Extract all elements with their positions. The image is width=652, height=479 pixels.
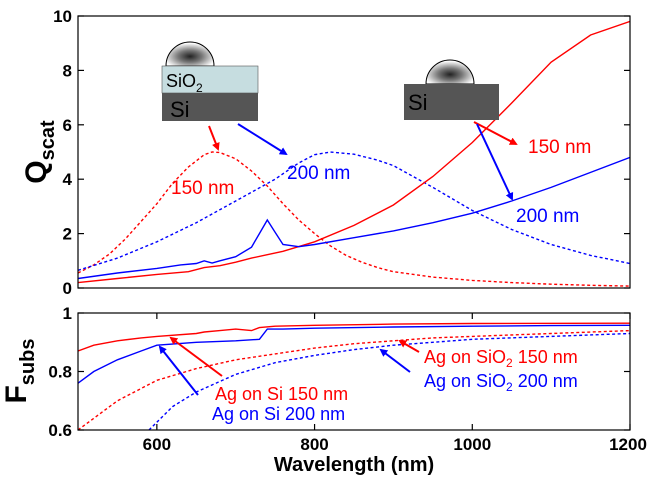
si-layer-label: Si xyxy=(170,97,190,122)
bottom-y-tick-label: 1 xyxy=(63,304,72,323)
bottom-y-tick-label: 0.8 xyxy=(48,363,72,382)
x-tick-label: 600 xyxy=(143,435,171,454)
x-tick-label: 1000 xyxy=(453,435,491,454)
label-red-left: 150 nm xyxy=(171,178,234,199)
bottom-series-line-3 xyxy=(148,332,630,430)
x-tick-label: 1200 xyxy=(609,435,647,454)
bottom-series-line-2 xyxy=(78,329,630,430)
top-y-tick-label: 4 xyxy=(63,170,73,189)
sio2-layer-label: SiO2 xyxy=(166,71,203,95)
top-y-tick-label: 2 xyxy=(63,225,72,244)
label-ag-sio2-150: Ag on SiO2 150 nm xyxy=(424,347,578,370)
bottom-y-axis-label: Fsubs xyxy=(0,338,39,403)
top-y-tick-label: 6 xyxy=(63,116,72,135)
top-y-tick-label: 10 xyxy=(53,7,72,26)
x-tick-label: 800 xyxy=(300,435,328,454)
top-y-axis-label: Qscat xyxy=(20,120,59,184)
bottom-y-tick-label: 0.6 xyxy=(48,421,72,440)
bottom-x-ticks: 600 800 1000 1200 xyxy=(143,313,647,454)
nanoparticle-icon xyxy=(425,59,475,85)
arrow-ag-si-200 xyxy=(158,345,199,396)
inset-si: Si xyxy=(404,59,499,120)
arrow-blue-left xyxy=(237,123,288,156)
bottom-y-ticks: 0.6 0.8 1 xyxy=(48,304,630,440)
arrow-red-right xyxy=(473,121,518,145)
top-y-ticks: 0 2 4 6 8 10 xyxy=(53,7,630,298)
arrow-red-left xyxy=(208,125,220,151)
label-ag-si-150: Ag on Si 150 nm xyxy=(215,384,348,404)
arrow-ag-sio2-200 xyxy=(379,348,411,373)
nanoparticle-icon xyxy=(165,41,215,67)
si-layer xyxy=(404,84,499,120)
top-series-group xyxy=(78,20,630,287)
inset-sio2-si: SiO2 Si xyxy=(161,41,259,122)
label-red-right: 150 nm xyxy=(528,137,591,158)
label-ag-sio2-200: Ag on SiO2 200 nm xyxy=(424,371,578,394)
top-plot-frame xyxy=(77,15,631,289)
top-y-tick-label: 8 xyxy=(63,61,72,80)
top-panel: 0 2 4 6 8 10 Qscat SiO2 Si Si 150 nm 200 nm 1… xyxy=(20,7,631,298)
top-series-line-3 xyxy=(78,156,630,280)
bottom-series-line-0 xyxy=(78,322,630,352)
x-axis-label: Wavelength (nm) xyxy=(274,454,434,476)
arrow-ag-sio2-150 xyxy=(398,339,420,353)
label-blue-right: 200 nm xyxy=(516,206,579,227)
top-series-line-1 xyxy=(78,151,630,271)
arrow-blue-right xyxy=(476,123,514,201)
bottom-series-group xyxy=(78,322,630,430)
bottom-panel: 0.6 0.8 1 600 800 1000 1200 Fsubs Wavelength … xyxy=(0,304,647,476)
bottom-series-line-1 xyxy=(78,324,630,384)
si-layer-label: Si xyxy=(408,90,428,115)
arrow-ag-si-150 xyxy=(169,336,223,377)
top-y-tick-label: 0 xyxy=(63,279,72,298)
label-blue-left: 200 nm xyxy=(287,163,350,184)
label-ag-si-200: Ag on Si 200 nm xyxy=(212,404,345,424)
si-layer xyxy=(162,93,258,121)
top-series-line-0 xyxy=(78,151,630,287)
